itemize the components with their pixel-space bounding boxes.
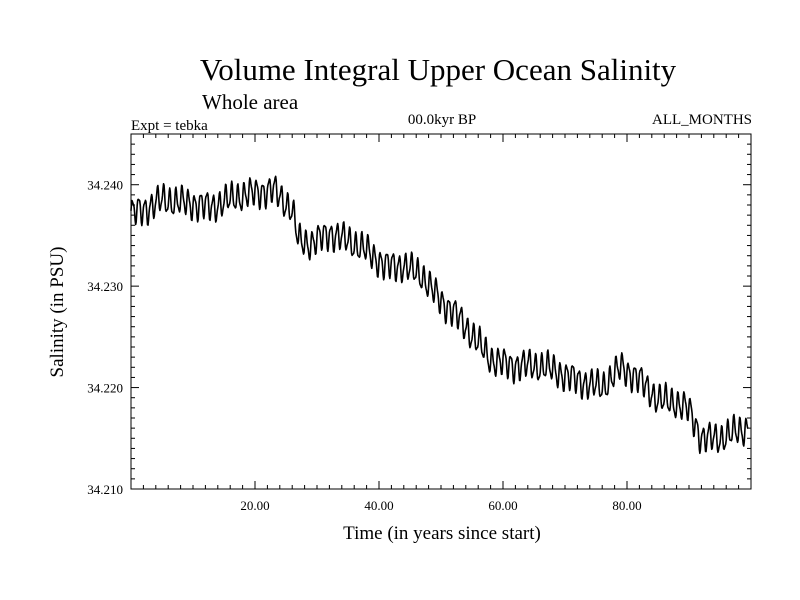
- y-tick-label: 34.220: [87, 381, 123, 396]
- y-axis-label: Salinity (in PSU): [47, 247, 68, 378]
- y-tick-label: 34.210: [87, 482, 123, 497]
- expt-annotation: Expt = tebka: [131, 118, 208, 134]
- chart-subtitle: Whole area: [202, 90, 299, 114]
- x-axis-label: Time (in years since start): [343, 523, 541, 544]
- series-line-salinity: [130, 175, 749, 455]
- plot-frame: [130, 133, 752, 490]
- period-annotation: 00.0kyr BP: [408, 112, 476, 128]
- months-annotation: ALL_MONTHS: [652, 112, 752, 128]
- y-tick-label: 34.240: [87, 178, 123, 193]
- x-tick-label: 40.00: [364, 498, 393, 513]
- tick-marks: [131, 134, 751, 489]
- tick-labels: 20.00 40.00 60.00 80.00 34.210 34.220 34.230 34…: [87, 178, 641, 513]
- x-tick-label: 60.00: [488, 498, 517, 513]
- chart-title: Volume Integral Upper Ocean Salinity: [200, 52, 677, 87]
- x-tick-label: 20.00: [240, 498, 269, 513]
- y-tick-label: 34.230: [87, 279, 123, 294]
- x-tick-label: 80.00: [612, 498, 641, 513]
